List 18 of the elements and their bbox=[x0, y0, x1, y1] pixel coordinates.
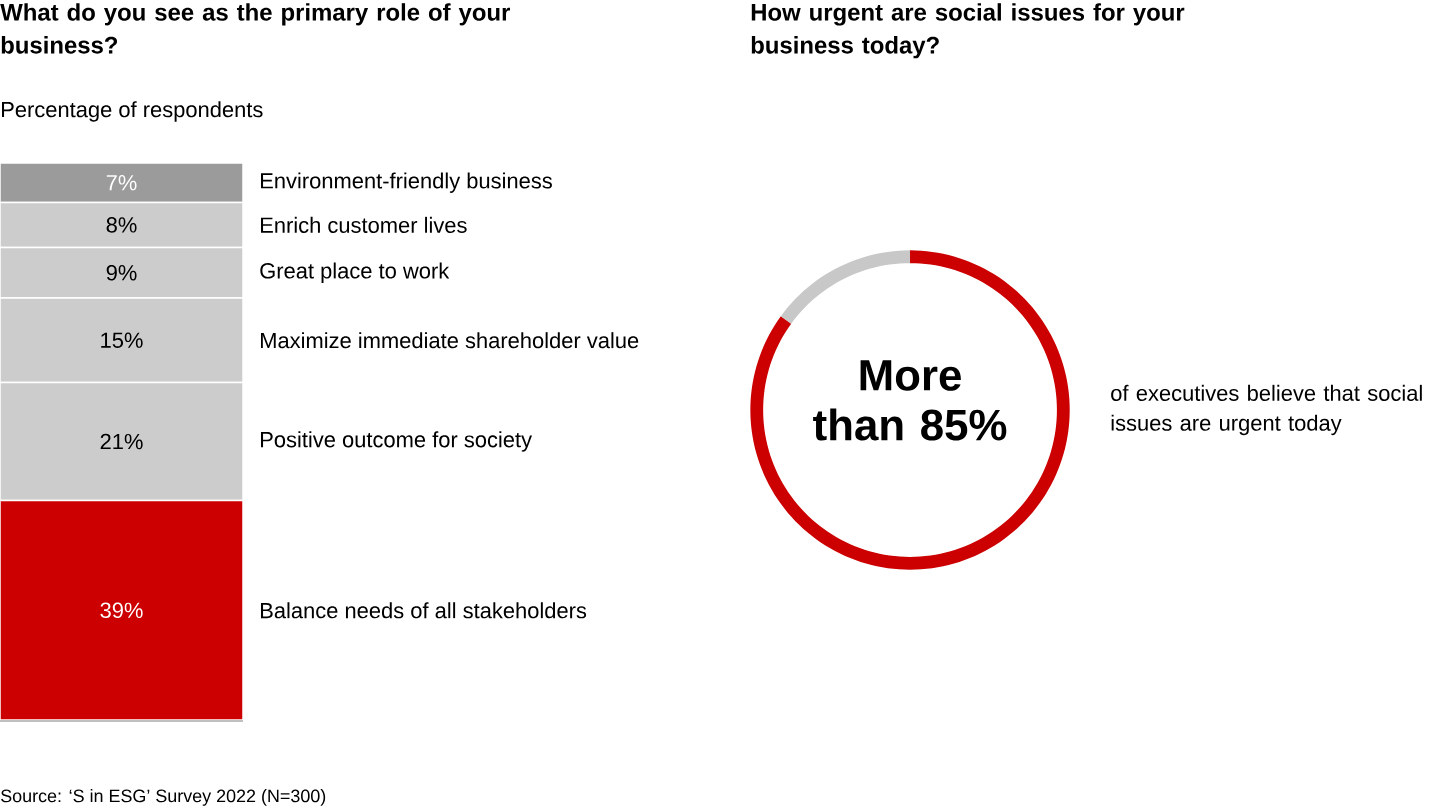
series-label: Enrich customer lives bbox=[261, 216, 467, 233]
text: More than 85% bbox=[813, 360, 1007, 441]
data-label: 8% bbox=[106, 217, 137, 233]
data-label: 9% bbox=[106, 264, 137, 281]
data-label: 7% bbox=[106, 175, 137, 191]
series-label: Environment-friendly business bbox=[261, 172, 552, 193]
chart-title: What do you see as the primary role of your business? bbox=[0, 3, 510, 54]
series-label: Maximize immediate shareholder value bbox=[261, 332, 639, 349]
data-label: 39% bbox=[100, 602, 143, 619]
text: of executives believe that social issues are urgent today bbox=[1111, 384, 1422, 436]
series-label: Positive outcome for society bbox=[261, 431, 532, 452]
data-label: 21% bbox=[100, 433, 143, 450]
series-label: Great place to work bbox=[260, 262, 450, 283]
chart-title: How urgent are social issues for your business today? bbox=[751, 3, 1185, 59]
chart-subtitle: Percentage of respondents bbox=[2, 101, 263, 122]
source-note: Source: ‘S in ESG’ Survey 2022 (N=300) bbox=[1, 789, 326, 806]
data-label: 15% bbox=[101, 332, 143, 348]
series-label: Balance needs of all stakeholders bbox=[261, 602, 587, 619]
